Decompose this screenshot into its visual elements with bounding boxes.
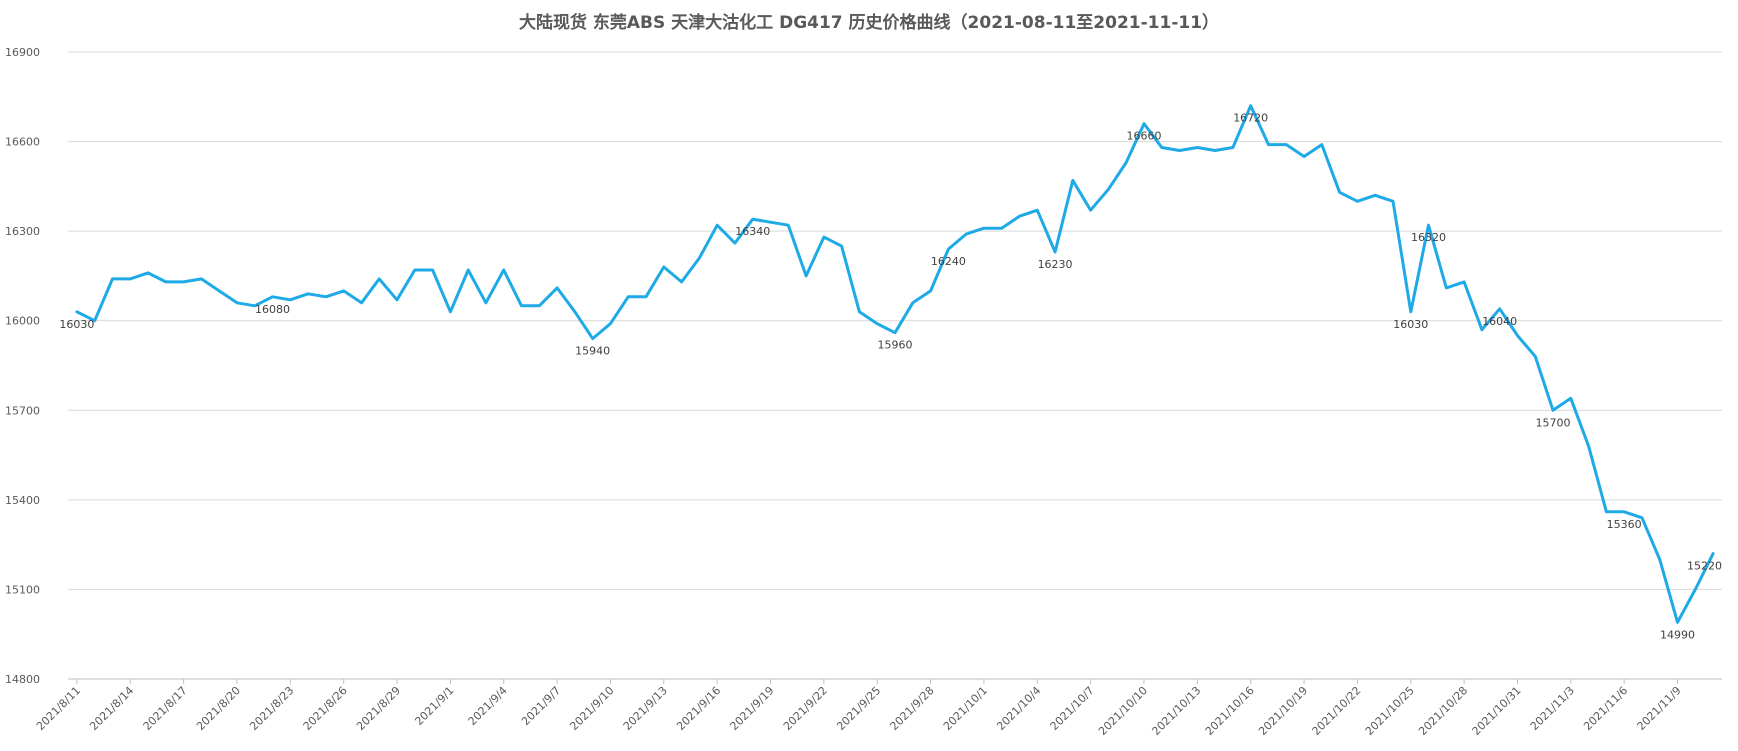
x-axis-ticks: 2021/8/11 2021/8/14 2021/8/17 2021/8/20 2021… [34, 679, 1684, 738]
x-tick-label: 2021/9/13 [621, 684, 670, 733]
x-tick-label: 2021/10/31 [1470, 684, 1524, 738]
data-label: 16230 [1038, 258, 1073, 271]
data-label: 15700 [1536, 416, 1571, 429]
data-label: 16320 [1411, 231, 1446, 244]
gridlines [68, 51, 1722, 590]
x-tick-label: 2021/9/28 [888, 684, 937, 733]
x-tick-label: 2021/11/6 [1581, 684, 1630, 733]
data-label: 15360 [1607, 518, 1642, 531]
x-tick-label: 2021/9/25 [834, 684, 883, 733]
x-tick-label: 2021/8/11 [34, 684, 83, 733]
data-label: 15940 [575, 345, 610, 358]
x-tick-label: 2021/8/14 [87, 684, 136, 733]
data-label: 16030 [1393, 318, 1428, 331]
x-tick-label: 2021/9/7 [519, 684, 563, 728]
y-tick-label: 15400 [5, 494, 40, 507]
y-tick-label: 16000 [5, 315, 40, 328]
data-label: 14990 [1660, 628, 1695, 641]
x-tick-label: 2021/8/26 [301, 684, 350, 733]
x-tick-label: 2021/10/22 [1310, 684, 1364, 738]
x-tick-label: 2021/9/1 [412, 684, 456, 728]
x-tick-label: 2021/8/29 [354, 684, 403, 733]
x-tick-label: 2021/11/9 [1635, 684, 1684, 733]
x-tick-label: 2021/10/4 [994, 684, 1043, 733]
data-label: 16080 [255, 303, 290, 316]
price-series-line [75, 104, 1715, 624]
x-tick-label: 2021/10/25 [1363, 684, 1417, 738]
y-tick-label: 16300 [5, 225, 40, 238]
x-tick-label: 2021/8/20 [194, 684, 243, 733]
data-labels: 16030 16080 15940 16340 15960 16240 16230 16660… [59, 112, 1722, 642]
y-tick-label: 14800 [5, 673, 40, 686]
data-label: 16340 [735, 225, 770, 238]
data-label: 15960 [878, 339, 913, 352]
x-tick-label: 2021/10/16 [1203, 684, 1257, 738]
y-tick-label: 16900 [5, 46, 40, 59]
series-layer [75, 104, 1715, 624]
x-tick-label: 2021/9/10 [567, 684, 616, 733]
x-tick-label: 2021/10/28 [1416, 684, 1470, 738]
y-axis-ticks: 14800 15100 15400 15700 16000 16300 16600 16900 [5, 46, 40, 686]
y-tick-label: 15700 [5, 404, 40, 417]
x-tick-label: 2021/9/22 [781, 684, 830, 733]
x-tick-label: 2021/10/10 [1096, 684, 1150, 738]
y-tick-label: 15100 [5, 583, 40, 596]
x-tick-label: 2021/8/17 [141, 684, 190, 733]
x-tick-label: 2021/10/7 [1048, 684, 1097, 733]
x-tick-label: 2021/9/16 [674, 684, 723, 733]
x-tick-label: 2021/10/13 [1149, 684, 1203, 738]
x-tick-label: 2021/8/23 [247, 684, 296, 733]
data-label: 16040 [1482, 315, 1517, 328]
data-label: 16660 [1126, 130, 1161, 143]
x-tick-label: 2021/9/19 [728, 684, 777, 733]
data-label: 15220 [1687, 560, 1722, 573]
y-tick-label: 16600 [5, 136, 40, 149]
x-tick-label: 2021/10/1 [941, 684, 990, 733]
data-label: 16030 [59, 318, 94, 331]
chart-title: 大陆现货 东莞ABS 天津大沽化工 DG417 历史价格曲线（2021-08-1… [519, 12, 1219, 33]
x-tick-label: 2021/10/19 [1256, 684, 1310, 738]
data-label: 16720 [1233, 112, 1268, 125]
x-tick-label: 2021/9/4 [466, 684, 510, 728]
data-label: 16240 [931, 255, 966, 268]
x-tick-label: 2021/11/3 [1528, 684, 1577, 733]
